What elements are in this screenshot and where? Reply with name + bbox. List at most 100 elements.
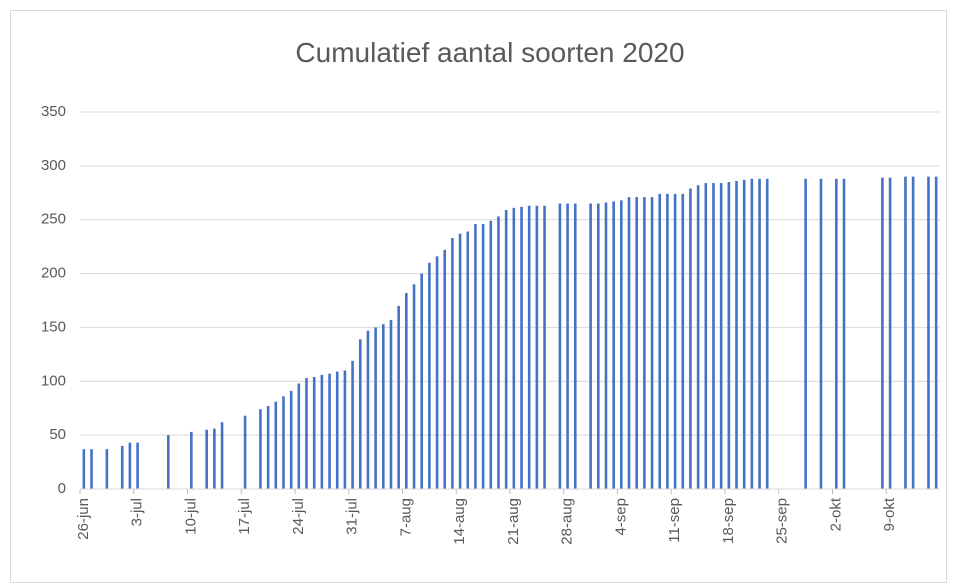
bar (481, 224, 485, 489)
y-tick-label: 350 (41, 103, 66, 120)
x-tick-label: 24-jul (290, 498, 307, 535)
bar (213, 428, 216, 489)
bar (612, 201, 615, 489)
bar (535, 205, 539, 489)
chart-frame (10, 10, 947, 583)
x-tick-label: 21-aug (505, 498, 522, 545)
bar (266, 406, 270, 489)
y-tick-label: 300 (41, 157, 66, 174)
bar (604, 202, 608, 490)
bar (420, 273, 423, 489)
chart-title: Cumulatief aantal soorten 2020 (295, 37, 684, 68)
bar (443, 249, 447, 489)
bar (90, 449, 93, 489)
bar (397, 305, 400, 489)
bar (804, 178, 807, 490)
bar (497, 216, 500, 490)
bar (735, 180, 738, 490)
y-tick-label: 100 (41, 372, 66, 389)
x-tick-label: 25-sep (774, 498, 791, 544)
x-tick-label: 3-jul (129, 498, 146, 526)
bar (366, 330, 370, 489)
bar (343, 370, 347, 489)
bar (673, 193, 677, 489)
bar (650, 197, 654, 489)
bar (282, 396, 285, 489)
bar (681, 193, 685, 489)
bar (620, 200, 623, 489)
bar (927, 176, 930, 489)
bar (597, 203, 600, 490)
bar (412, 284, 416, 489)
bar (374, 327, 377, 489)
bar (205, 429, 208, 489)
bar (312, 376, 316, 489)
x-tick-label: 11-sep (666, 498, 683, 543)
bar (520, 206, 523, 489)
bar (136, 442, 139, 489)
bar (335, 371, 339, 489)
x-tick-label: 2-okt (827, 497, 844, 531)
bar (888, 177, 892, 489)
bar (305, 378, 308, 489)
x-tick-label: 7-aug (397, 498, 414, 536)
bar (451, 238, 454, 489)
x-tick-label: 14-aug (451, 498, 468, 545)
bar (704, 183, 708, 489)
bar (643, 197, 646, 489)
bar (589, 203, 592, 490)
bar (842, 178, 846, 490)
bar (758, 178, 761, 490)
bar (405, 292, 408, 489)
x-tick-label: 31-jul (344, 498, 361, 535)
bar (167, 435, 170, 489)
bar (627, 197, 631, 489)
x-tick-label: 9-okt (881, 497, 898, 531)
y-tick-label: 250 (41, 211, 66, 228)
bar (389, 319, 393, 489)
bar (543, 205, 546, 489)
bar (105, 449, 109, 489)
bar (382, 324, 385, 489)
y-tick-label: 200 (41, 265, 66, 282)
bar (689, 188, 692, 489)
bar (274, 401, 278, 489)
bar (904, 176, 907, 489)
bar (719, 183, 723, 489)
bar (712, 183, 715, 489)
bar (573, 203, 577, 490)
bar (289, 390, 293, 489)
bar (190, 431, 193, 489)
bar (358, 339, 362, 489)
bar (558, 203, 562, 490)
bar (512, 207, 516, 489)
bar (259, 409, 262, 489)
bar (489, 220, 493, 489)
bar (742, 179, 746, 490)
bar (765, 178, 769, 490)
bar (750, 178, 754, 490)
bar (635, 197, 638, 489)
bar (819, 178, 823, 490)
bar (328, 373, 331, 489)
bar (120, 445, 124, 489)
bar (466, 231, 470, 489)
x-tick-label: 18-sep (720, 498, 737, 544)
bar (658, 193, 662, 489)
bar (128, 442, 132, 489)
bar (82, 449, 86, 489)
bar (351, 360, 354, 489)
bar (911, 176, 915, 489)
bar (220, 422, 224, 489)
bar (243, 415, 247, 489)
bar (320, 374, 324, 489)
y-tick-label: 150 (41, 318, 66, 335)
bar (297, 383, 301, 489)
bar (458, 233, 462, 489)
bar (566, 203, 569, 490)
x-tick-label: 28-aug (559, 498, 576, 545)
x-tick-label: 17-jul (236, 498, 253, 535)
x-tick-label: 10-jul (182, 498, 199, 535)
